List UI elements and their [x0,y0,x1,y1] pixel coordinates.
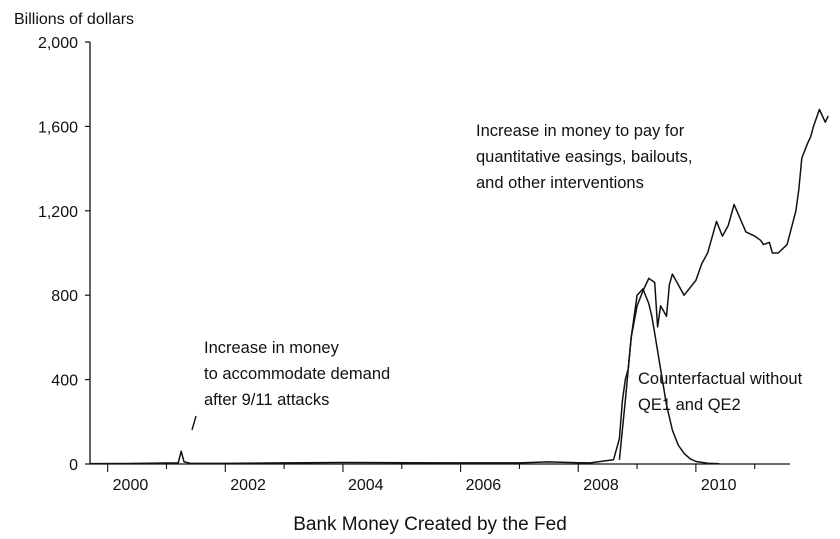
y-tick-label: 0 [69,457,78,474]
y-tick-label: 1,200 [38,204,78,221]
x-axis-ticks: 2000 2002 2004 2006 2008 2010 [107,464,756,494]
annotation-counterfactual-line-1: Counterfactual without [638,370,803,388]
x-tick-label: 2010 [701,477,737,494]
annotation-counterfactual: Counterfactual without QE1 and QE2 [638,370,803,414]
x-tick-label: 2000 [113,477,149,494]
x-tick-label: 2006 [466,477,502,494]
annotation-qe: Increase in money to pay for quantitativ… [476,122,692,192]
x-tick-label: 2008 [583,477,619,494]
series-group [89,108,829,465]
annotation-counterfactual-line-2: QE1 and QE2 [638,396,741,414]
annotation-qe-line-1: Increase in money to pay for [476,122,685,140]
x-tick-label: 2004 [348,477,384,494]
annotation-911-line-3: after 9/11 attacks [204,391,329,409]
annotation-911-pointer [191,415,197,431]
annotation-911-line-2: to accommodate demand [204,365,390,383]
annotation-911-line-1: Increase in money [204,339,340,357]
x-tick-label: 2002 [230,477,266,494]
series-bank-money-line [89,108,829,465]
y-tick-label: 1,600 [38,119,78,136]
y-tick-label: 400 [51,373,78,390]
annotation-911: Increase in money to accommodate demand … [191,339,390,431]
chart-caption: Bank Money Created by the Fed [293,514,567,535]
y-axis-ticks: 0 400 800 1,200 1,600 2,000 [38,35,90,474]
y-axis-title: Billions of dollars [14,11,134,28]
annotation-qe-line-3: and other interventions [476,174,644,192]
annotation-qe-line-2: quantitative easings, bailouts, [476,148,692,166]
series-counterfactual-line [618,288,720,465]
y-tick-label: 800 [51,288,78,305]
y-tick-label: 2,000 [38,35,78,52]
